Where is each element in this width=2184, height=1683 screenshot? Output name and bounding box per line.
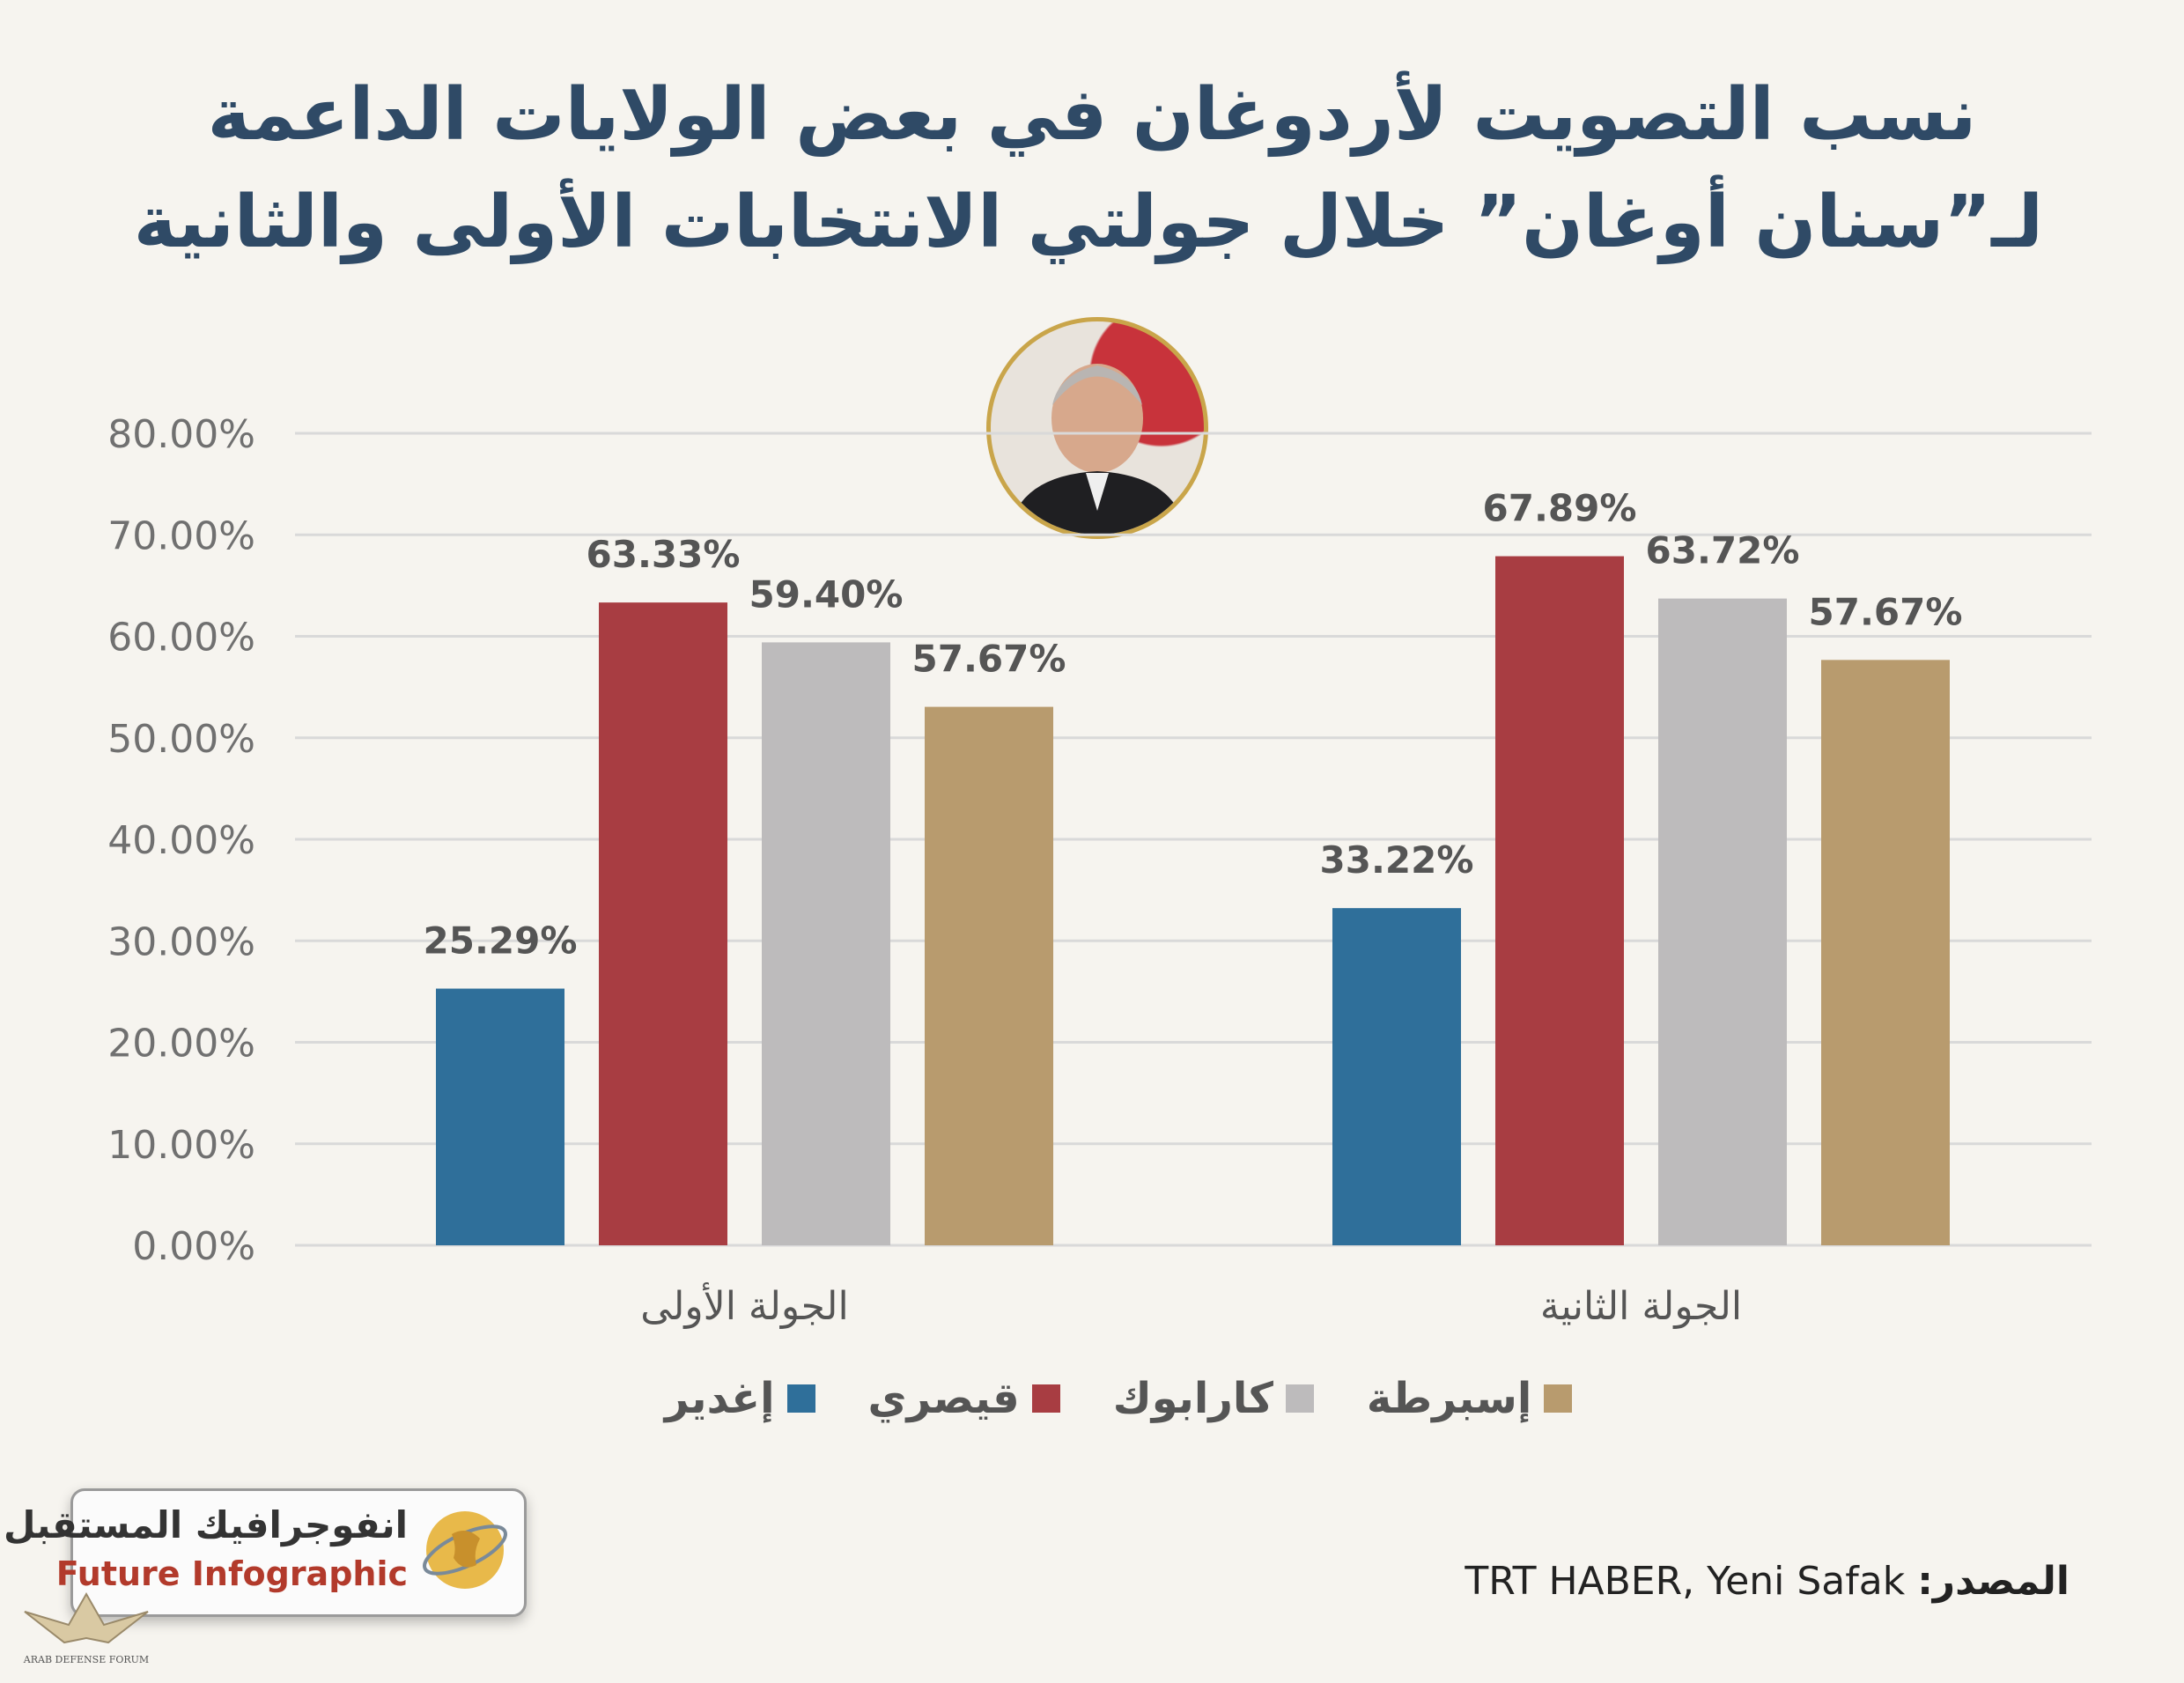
y-tick-label: 70.00% xyxy=(107,513,255,558)
data-label: 57.67% xyxy=(912,638,1066,681)
data-label: 25.29% xyxy=(424,919,578,963)
arab-defense-forum-logo: ARAB DEFENSE FORUM xyxy=(23,1591,149,1665)
source-value: TRT HABER, Yeni Safak xyxy=(1465,1559,1906,1604)
bar xyxy=(1821,660,1950,1245)
logo-english-text: Future Infographic xyxy=(55,1554,408,1593)
y-tick-label: 30.00% xyxy=(107,919,255,964)
legend-label: قيصري xyxy=(867,1374,1020,1423)
y-tick-label: 60.00% xyxy=(107,616,255,661)
future-infographic-logo: انفوجرافيك المستقبل Future Infographic xyxy=(4,1488,527,1617)
bar xyxy=(925,706,1053,1245)
y-tick-label: 40.00% xyxy=(107,818,255,863)
logo-arabic-text: انفوجرافيك المستقبل xyxy=(4,1503,408,1546)
bar xyxy=(762,642,890,1245)
x-category-label: الجولة الثانية xyxy=(1540,1284,1742,1329)
legend-swatch xyxy=(1285,1384,1314,1413)
bar xyxy=(1495,556,1624,1245)
legend-swatch xyxy=(786,1384,815,1413)
portrait-photo xyxy=(986,317,1208,539)
y-tick-label: 50.00% xyxy=(107,717,255,762)
bar xyxy=(1332,908,1461,1245)
chart-title: نسب التصويت لأردوغان في بعض الولايات الد… xyxy=(133,62,2043,277)
title-line-2: لـ”سنان أوغان” خلال جولتي الانتخابات الأ… xyxy=(133,181,2043,264)
data-label: 67.89% xyxy=(1483,487,1637,530)
legend-item-isparta: إسبرطة xyxy=(1366,1374,1573,1423)
forum-logo-text: ARAB DEFENSE FORUM xyxy=(23,1654,149,1665)
legend-item-igdir: إغدير xyxy=(665,1374,815,1423)
data-label: 33.22% xyxy=(1320,838,1474,882)
legend-swatch xyxy=(1031,1384,1060,1413)
bar xyxy=(1658,598,1787,1245)
data-label: 57.67% xyxy=(1809,590,1963,633)
person-icon xyxy=(1008,364,1186,535)
legend-item-karabuk: كارابوك xyxy=(1113,1374,1314,1423)
legend-item-kayseri: قيصري xyxy=(868,1374,1060,1423)
data-label: 63.72% xyxy=(1646,529,1800,572)
source-line: المصدر: TRT HABER, Yeni Safak xyxy=(1465,1559,2070,1604)
source-label: المصدر: xyxy=(1917,1559,2070,1604)
x-category-label: الجولة الأولى xyxy=(640,1281,848,1329)
y-tick-label: 80.00% xyxy=(107,412,255,457)
legend-label: إغدير xyxy=(664,1374,775,1423)
y-tick-label: 20.00% xyxy=(107,1022,255,1067)
legend: إغدير قيصري كارابوك إسبرطة xyxy=(665,1374,1573,1423)
globe-icon xyxy=(423,1511,507,1589)
data-label: 59.40% xyxy=(749,572,904,616)
title-line-1: نسب التصويت لأردوغان في بعض الولايات الد… xyxy=(207,73,1977,157)
legend-swatch xyxy=(1544,1384,1573,1413)
legend-label: إسبرطة xyxy=(1366,1374,1532,1423)
y-tick-label: 0.00% xyxy=(132,1224,255,1269)
y-tick-label: 10.00% xyxy=(107,1123,255,1168)
legend-label: كارابوك xyxy=(1112,1374,1273,1423)
data-label: 63.33% xyxy=(587,533,741,576)
bar xyxy=(599,602,727,1245)
bar xyxy=(436,988,564,1245)
